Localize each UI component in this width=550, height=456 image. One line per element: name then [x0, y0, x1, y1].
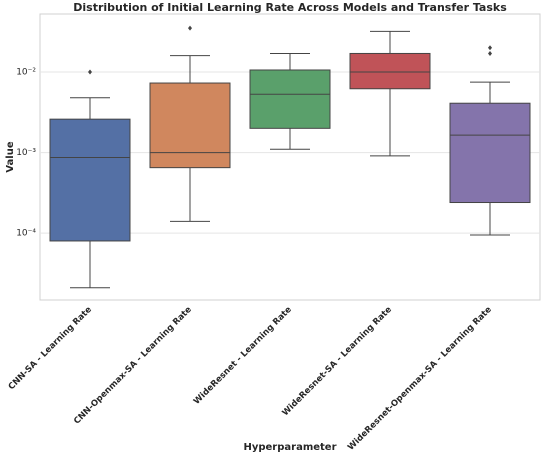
- x-tick-label: CNN-SA - Learning Rate: [7, 305, 94, 392]
- x-axis-label: Hyperparameter: [243, 442, 336, 453]
- flier: [488, 45, 492, 51]
- plot-frame: [39, 13, 541, 301]
- box: [249, 69, 331, 129]
- y-tick-label: 10⁻³: [16, 148, 36, 158]
- flier: [488, 50, 492, 56]
- x-tick-label: WideResnet - Learning Rate: [192, 305, 294, 407]
- flier: [188, 25, 192, 31]
- y-tick-label: 10⁻²: [16, 68, 36, 78]
- chart-title: Distribution of Initial Learning Rate Ac…: [73, 1, 507, 14]
- box: [349, 52, 431, 90]
- box: [49, 118, 131, 242]
- x-tick-label: WideResnet-SA - Learning Rate: [281, 305, 395, 419]
- flier: [88, 69, 92, 75]
- box: [449, 102, 531, 204]
- box: [149, 82, 231, 169]
- y-axis-label: Value: [5, 141, 16, 172]
- x-tick-label: CNN-Openmax-SA - Learning Rate: [72, 305, 194, 427]
- y-tick-label: 10⁻⁴: [16, 229, 36, 239]
